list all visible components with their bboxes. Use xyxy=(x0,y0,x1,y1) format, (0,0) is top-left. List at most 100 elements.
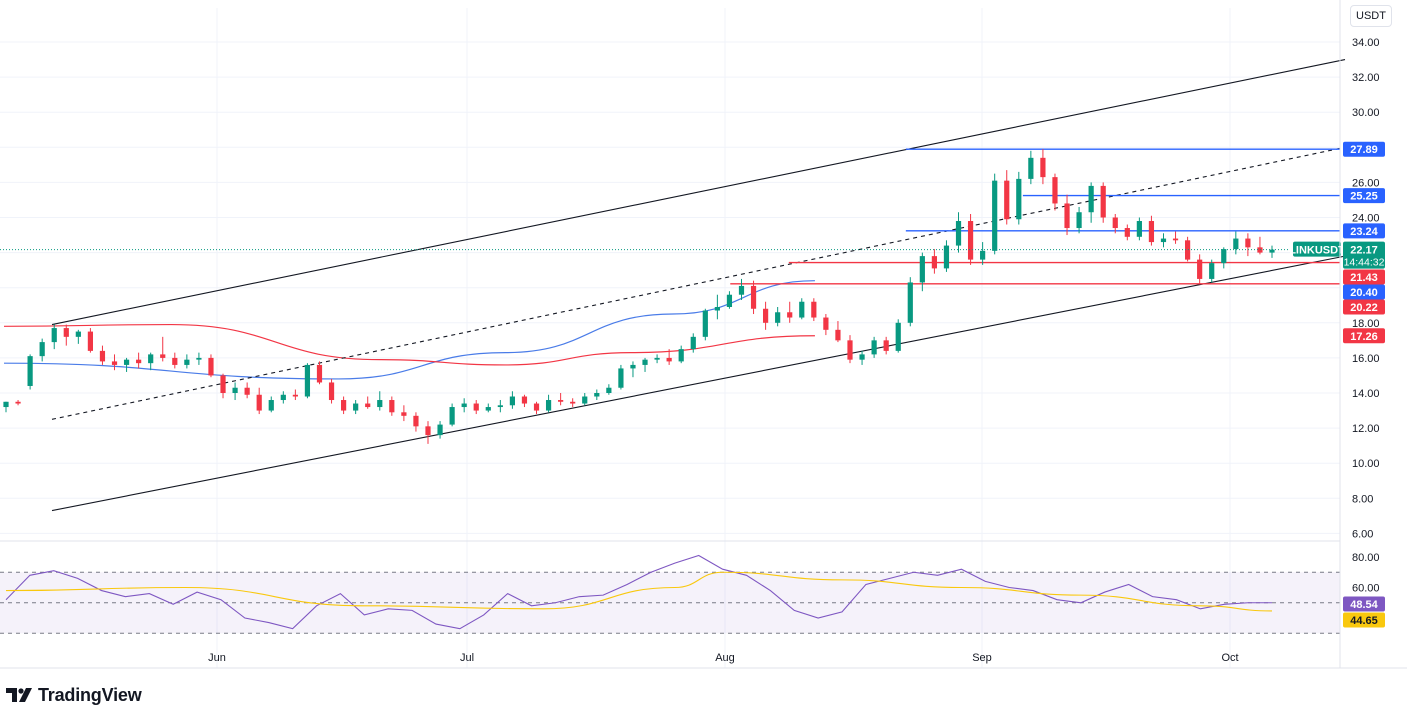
candle-body xyxy=(328,382,335,401)
rsi-pane xyxy=(0,571,1340,634)
candle-body xyxy=(1172,238,1179,241)
candle-body xyxy=(980,250,986,260)
rsi-signal-tag xyxy=(1343,612,1385,628)
candle-body xyxy=(485,407,491,411)
candle-body xyxy=(341,400,347,411)
candle-body xyxy=(99,350,106,362)
tradingview-logo[interactable]: TradingView xyxy=(6,684,142,706)
price-tag xyxy=(1343,284,1385,300)
price-tick-label: 16.00 xyxy=(1352,353,1380,365)
candle-body xyxy=(811,301,817,318)
price-tick-label: 18.00 xyxy=(1352,318,1380,330)
candle-body xyxy=(678,349,684,362)
candle-body xyxy=(992,180,998,251)
candle-body xyxy=(160,354,166,358)
candle-body xyxy=(51,328,57,343)
ma-blue-line xyxy=(3,280,815,380)
candle-body xyxy=(835,329,841,341)
candle-body xyxy=(726,294,733,308)
candle-body xyxy=(931,256,937,269)
candle-body xyxy=(955,221,962,246)
candle-body xyxy=(1209,263,1215,279)
candle-body xyxy=(449,407,455,425)
candle-body xyxy=(389,400,395,413)
candles xyxy=(0,149,1340,444)
candle-body xyxy=(1112,217,1118,229)
time-tick-label: Sep xyxy=(972,652,992,664)
time-axis[interactable]: Jun Jul Aug Sep Oct xyxy=(208,652,1238,664)
candle-body xyxy=(967,221,974,260)
candle-body xyxy=(533,403,540,411)
candle-body xyxy=(377,400,383,408)
candle-body xyxy=(883,340,889,351)
price-tick-label: 30.00 xyxy=(1352,107,1380,119)
time-tick-label: Jun xyxy=(208,652,226,664)
candle-body xyxy=(208,357,214,376)
candle-body xyxy=(3,401,9,408)
candle-body xyxy=(823,317,829,330)
candle-body xyxy=(787,312,793,318)
candle-body xyxy=(799,301,805,318)
candle-body xyxy=(558,400,564,402)
trend-lines xyxy=(51,59,1346,512)
candle-body xyxy=(1064,203,1070,229)
candle-body xyxy=(220,375,226,393)
price-tag xyxy=(1343,328,1385,344)
rsi-tick-label: 80.00 xyxy=(1352,552,1380,564)
price-tag-label: 20.22 xyxy=(1350,302,1378,314)
rsi-signal-label: 44.65 xyxy=(1350,615,1378,627)
candle-body xyxy=(618,368,624,388)
candle-body xyxy=(1269,249,1275,253)
price-tick-label: 32.00 xyxy=(1352,72,1380,84)
last-price-tag xyxy=(1343,241,1385,269)
channel-lower-line xyxy=(51,255,1346,512)
price-tag-label: 21.43 xyxy=(1350,272,1378,284)
currency-label[interactable]: USDT xyxy=(1350,5,1392,27)
candle-body xyxy=(39,342,45,357)
brand-name: TradingView xyxy=(38,684,142,705)
time-tick-label: Aug xyxy=(715,652,735,664)
candle-body xyxy=(919,256,925,283)
candle-body xyxy=(690,336,696,350)
candle-body xyxy=(365,403,371,408)
candle-body xyxy=(1040,157,1046,178)
time-tick-label: Oct xyxy=(1221,652,1238,664)
candle-body xyxy=(87,331,93,351)
candle-body xyxy=(545,400,552,411)
candle-body xyxy=(1016,178,1022,220)
price-tag-label: 20.40 xyxy=(1350,287,1378,299)
price-tag-label: 23.24 xyxy=(1350,226,1378,238)
candle-body xyxy=(136,359,142,364)
candle-body xyxy=(292,394,298,397)
candle-body xyxy=(702,310,708,337)
candle-body xyxy=(1185,240,1191,260)
candle-body xyxy=(244,387,250,395)
candle-body xyxy=(1100,185,1106,218)
candle-body xyxy=(871,340,877,355)
rsi-value-tag xyxy=(1343,596,1385,612)
candle-body xyxy=(666,357,672,362)
candle-body xyxy=(256,394,262,411)
rsi-tick-label: 60.00 xyxy=(1352,583,1380,595)
candle-body xyxy=(1004,180,1010,220)
candle-body xyxy=(1233,238,1239,250)
candle-body xyxy=(763,308,769,323)
rsi-lines xyxy=(5,554,1273,630)
price-tag xyxy=(1343,299,1385,315)
symbol-label: LINKUSDT xyxy=(1289,245,1345,257)
candle-body xyxy=(1124,228,1130,237)
price-tick-label: 26.00 xyxy=(1352,177,1380,189)
price-tick-label: 14.00 xyxy=(1352,388,1380,400)
candle-body xyxy=(437,424,443,436)
candle-body xyxy=(521,396,528,404)
price-axis[interactable]: 34.0032.0030.0028.0026.0024.0022.0020.00… xyxy=(1352,37,1380,595)
moving-averages xyxy=(3,280,815,380)
price-tag xyxy=(1343,141,1385,157)
candle-body xyxy=(123,359,130,365)
candle-body xyxy=(1052,177,1058,204)
rsi-signal-line xyxy=(5,571,1273,612)
rsi-value-label: 48.54 xyxy=(1350,599,1378,611)
candle-body xyxy=(1221,249,1227,264)
candle-body xyxy=(1076,212,1082,229)
